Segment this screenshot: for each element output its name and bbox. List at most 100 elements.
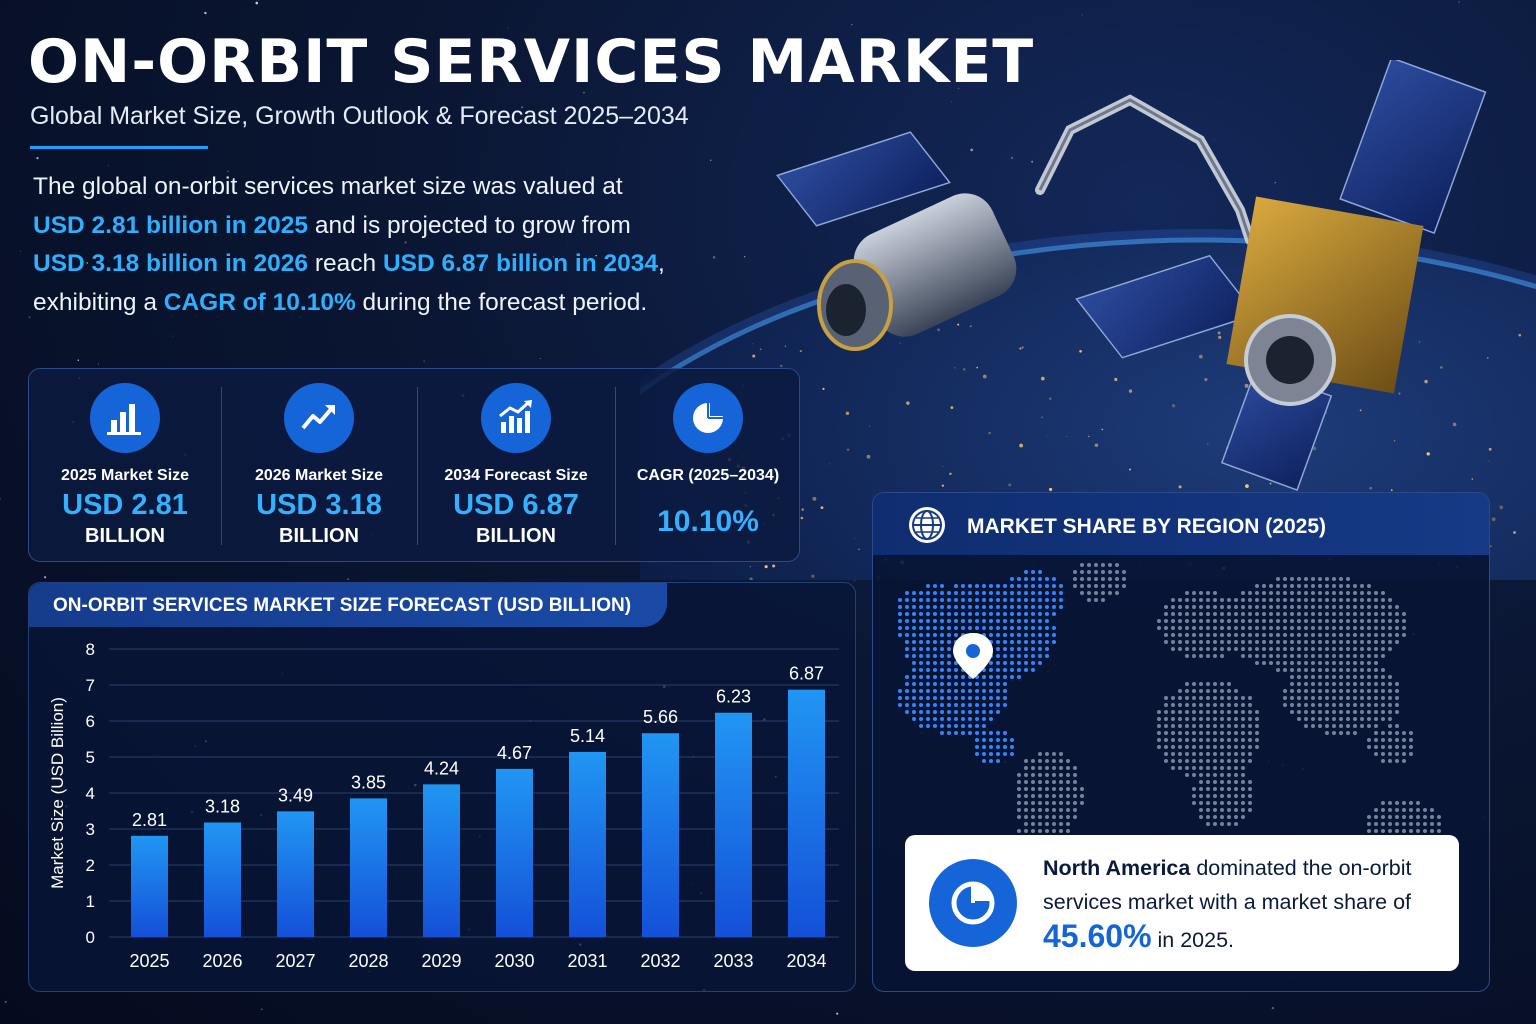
map-dot [1199, 745, 1203, 749]
map-dot [1248, 780, 1252, 784]
city-light [1359, 409, 1362, 412]
map-dot [1395, 731, 1399, 735]
map-dot [1248, 787, 1252, 791]
map-dot [1101, 591, 1105, 595]
map-dot [1311, 647, 1315, 651]
map-dot-north-america [975, 626, 979, 630]
map-dot [1192, 794, 1196, 798]
map-dot-north-america [940, 640, 944, 644]
map-dot [1045, 773, 1049, 777]
map-dot [1283, 612, 1287, 616]
map-dot-north-america [1024, 661, 1028, 665]
map-dot-north-america [982, 731, 986, 735]
map-dot [1052, 829, 1056, 833]
map-dot [1381, 654, 1385, 658]
map-dot [1241, 794, 1245, 798]
map-dot [1220, 794, 1224, 798]
map-dot [1248, 619, 1252, 623]
map-dot [1409, 745, 1413, 749]
map-dot-north-america [996, 689, 1000, 693]
map-dot-north-america [954, 668, 958, 672]
map-dot [1087, 591, 1091, 595]
map-dot [1332, 598, 1336, 602]
map-dot-north-america [975, 703, 979, 707]
map-dot [1388, 717, 1392, 721]
city-light [1008, 483, 1012, 487]
map-dot [1325, 703, 1329, 707]
map-dot [1304, 605, 1308, 609]
map-dot [1311, 654, 1315, 658]
map-dot [1374, 752, 1378, 756]
map-dot-north-america [1017, 633, 1021, 637]
map-dot [1374, 808, 1378, 812]
map-dot [1430, 829, 1434, 833]
map-dot [1199, 731, 1203, 735]
map-dot [1185, 612, 1189, 616]
map-dot [1332, 612, 1336, 616]
map-dot [1346, 591, 1350, 595]
map-dot [1381, 745, 1385, 749]
map-dot-north-america [982, 710, 986, 714]
map-dot [1213, 647, 1217, 651]
map-dot [1297, 591, 1301, 595]
map-dot-north-america [912, 689, 916, 693]
map-dot [1052, 815, 1056, 819]
map-dot-north-america [1010, 591, 1014, 595]
map-dot-north-america [1024, 605, 1028, 609]
map-dot [1262, 640, 1266, 644]
map-dot [1395, 724, 1399, 728]
map-dot-north-america [940, 675, 944, 679]
bar-value-label: 6.23 [716, 687, 751, 707]
location-pin-icon [953, 633, 993, 679]
map-dot [1248, 724, 1252, 728]
map-dot [1171, 640, 1175, 644]
map-dot-north-america [1003, 682, 1007, 686]
city-light [988, 431, 991, 435]
map-dot [1241, 633, 1245, 637]
map-dot-north-america [982, 675, 986, 679]
map-dot [1304, 633, 1308, 637]
map-dot [1052, 794, 1056, 798]
map-dot [1290, 654, 1294, 658]
map-dot-north-america [947, 682, 951, 686]
map-dot [1206, 591, 1210, 595]
map-dot [1255, 647, 1259, 651]
map-dot-north-america [933, 619, 937, 623]
map-dot-north-america [1059, 591, 1063, 595]
star [1271, 1006, 1275, 1010]
map-dot [1269, 661, 1273, 665]
map-dot-north-america [947, 731, 951, 735]
map-dot [1164, 710, 1168, 714]
map-dot [1395, 710, 1399, 714]
map-dot [1360, 584, 1364, 588]
map-dot-north-america [961, 619, 965, 623]
map-dot [1220, 654, 1224, 658]
map-dot [1269, 598, 1273, 602]
map-dot [1311, 584, 1315, 588]
map-dot [1248, 759, 1252, 763]
map-dot-north-america [954, 703, 958, 707]
map-dot [1038, 808, 1042, 812]
map-dot [1213, 787, 1217, 791]
map-dot [1227, 808, 1231, 812]
map-dot-north-america [940, 731, 944, 735]
star [743, 255, 746, 258]
map-dot [1262, 661, 1266, 665]
map-dot [1178, 703, 1182, 707]
map-dot [1304, 717, 1308, 721]
map-dot [1157, 626, 1161, 630]
map-dot [1185, 717, 1189, 721]
bar-2026 [204, 822, 241, 937]
map-dot [1367, 822, 1371, 826]
map-dot [1290, 591, 1294, 595]
map-dot [1367, 661, 1371, 665]
map-dot-north-america [1031, 584, 1035, 588]
map-dot [1297, 619, 1301, 623]
map-dot-north-america [954, 584, 958, 588]
map-dot [1199, 696, 1203, 700]
city-light [1101, 428, 1103, 431]
map-dot [1171, 647, 1175, 651]
map-dot [1045, 766, 1049, 770]
map-dot-north-america [989, 703, 993, 707]
map-dot [1073, 780, 1077, 784]
